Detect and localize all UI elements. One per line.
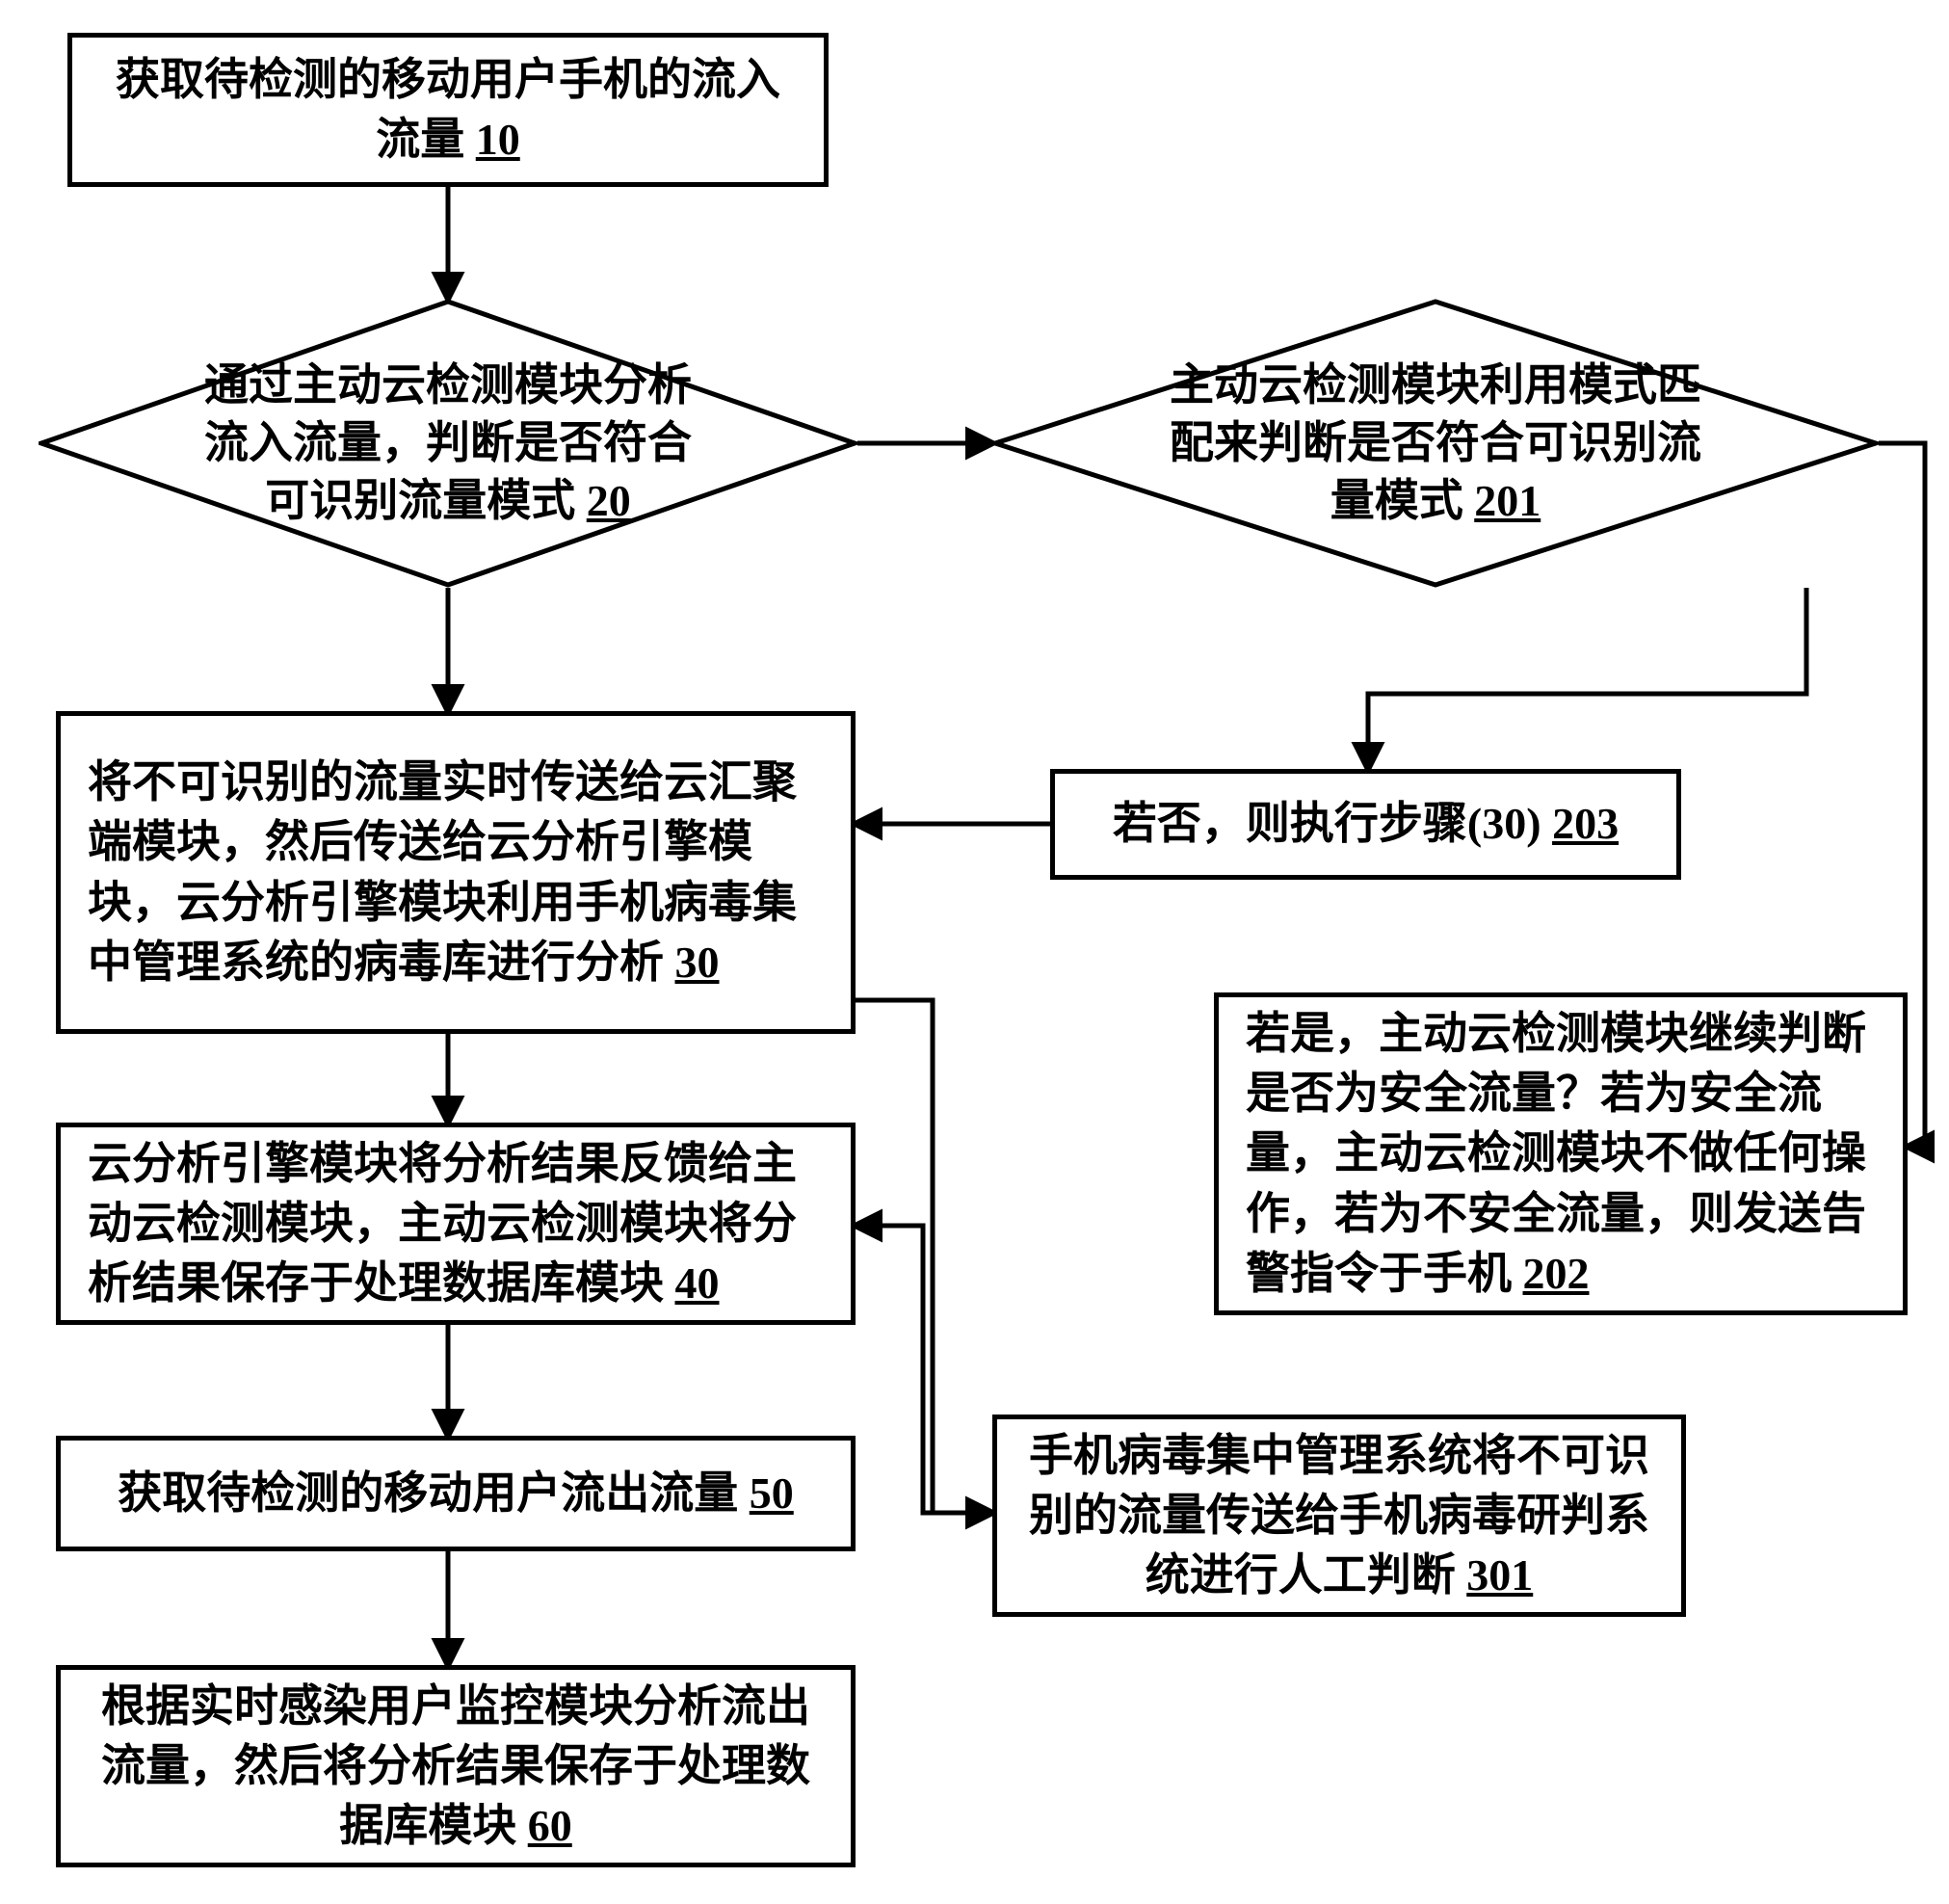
node-50: 获取待检测的移动用户流出流量 50 [56,1436,856,1551]
edge-n301-n40 [856,1226,992,1513]
node-201-ref: 201 [1474,476,1541,525]
node-60-text: 根据实时感染用户监控模块分析流出流量，然后将分析结果保存于处理数据库模块 [101,1681,810,1850]
node-20: 通过主动云检测模块分析流入流量，判断是否符合可识别流量模式 20 [186,362,710,524]
node-30-ref: 30 [675,938,720,987]
node-20-ref: 20 [587,476,631,525]
node-60-ref: 60 [528,1801,572,1850]
node-50-text: 获取待检测的移动用户流出流量 [118,1468,738,1518]
node-203-text: 若否，则执行步骤(30) [1113,799,1541,848]
node-203-ref: 203 [1552,799,1619,848]
node-60: 根据实时感染用户监控模块分析流出流量，然后将分析结果保存于处理数据库模块 60 [56,1665,856,1867]
node-50-ref: 50 [750,1468,794,1518]
node-201-text: 主动云检测模块利用模式匹配来判断是否符合可识别流量模式 [1170,360,1701,525]
node-30: 将不可识别的流量实时传送给云汇聚端模块，然后传送给云分析引擎模块，云分析引擎模块… [56,711,856,1034]
node-40-ref: 40 [675,1258,720,1308]
node-201: 主动云检测模块利用模式匹配来判断是否符合可识别流量模式 201 [1152,362,1720,524]
node-10-ref: 10 [476,115,520,164]
node-202-ref: 202 [1523,1249,1590,1298]
edge-n201-n203 [1368,588,1806,769]
node-301-text: 手机病毒集中管理系统将不可识别的流量传送给手机病毒研判系统进行人工判断 [1029,1431,1649,1600]
edge-n30-n301 [856,1000,992,1513]
node-10-text: 获取待检测的移动用户手机的流入流量 [116,55,780,164]
node-40: 云分析引擎模块将分析结果反馈给主动云检测模块，主动云检测模块将分析结果保存于处理… [56,1123,856,1325]
flowchart-canvas: 获取待检测的移动用户手机的流入流量 10 将不可识别的流量实时传送给云汇聚端模块… [0,0,1949,1904]
node-301: 手机病毒集中管理系统将不可识别的流量传送给手机病毒研判系统进行人工判断 301 [992,1415,1686,1617]
node-301-ref: 301 [1466,1550,1533,1600]
node-203: 若否，则执行步骤(30) 203 [1050,769,1681,880]
node-202: 若是，主动云检测模块继续判断是否为安全流量？若为安全流量，主动云检测模块不做任何… [1214,992,1908,1315]
node-10: 获取待检测的移动用户手机的流入流量 10 [67,33,829,187]
